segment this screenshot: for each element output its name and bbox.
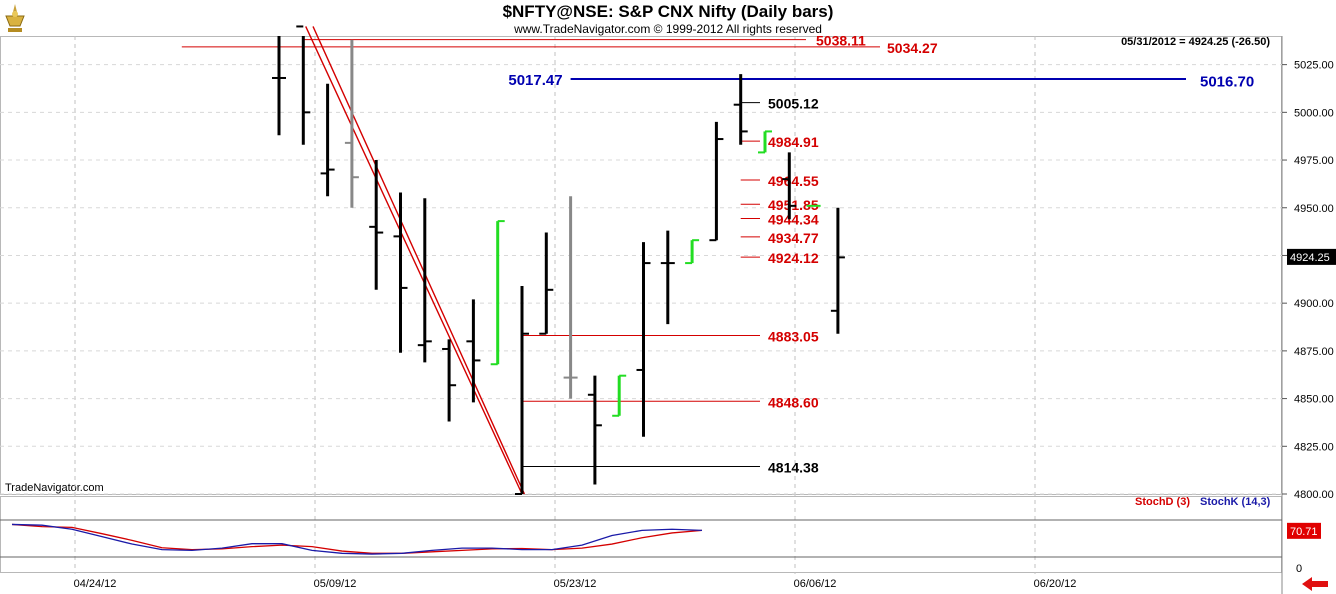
level-label: 4944.34	[768, 212, 819, 228]
price-tick-label: 4825.00	[1294, 441, 1334, 453]
price-readout: 05/31/2012 = 4924.25 (-26.50)	[1121, 36, 1270, 48]
date-tick-label: 05/23/12	[554, 578, 597, 590]
price-tick-label: 4950.00	[1294, 203, 1334, 215]
level-label: 4814.38	[768, 460, 819, 476]
oscillator-pane-frame	[0, 496, 1282, 573]
level-label: 5005.12	[768, 96, 819, 112]
price-tick-label: 5025.00	[1294, 60, 1334, 72]
date-tick-label: 06/20/12	[1034, 578, 1077, 590]
osc-current-label: 70.71	[1290, 526, 1318, 538]
chart-title: $NFTY@NSE: S&P CNX Nifty (Daily bars)	[502, 2, 834, 21]
level-label: 4934.77	[768, 230, 819, 246]
level-label: 5034.27	[887, 40, 938, 56]
stochd-line	[11, 523, 703, 554]
price-tick-label: 4850.00	[1294, 394, 1334, 406]
stochd-legend: StochD (3)	[1135, 496, 1190, 508]
level-label: 4848.60	[768, 394, 819, 410]
date-tick-label: 05/09/12	[314, 578, 357, 590]
red-left-arrow-icon[interactable]	[1300, 575, 1330, 593]
price-tick-label: 5000.00	[1294, 107, 1334, 119]
level-label-axis: 5016.70	[1200, 73, 1254, 90]
trade-navigator-logo-icon[interactable]	[2, 2, 28, 34]
trendline	[312, 26, 526, 495]
last-price-label: 4924.25	[1290, 252, 1330, 264]
watermark-text: TradeNavigator.com	[5, 482, 104, 494]
level-label: 5017.47	[508, 72, 562, 89]
price-tick-label: 4875.00	[1294, 346, 1334, 358]
osc-current-box	[1287, 522, 1321, 539]
price-tick-label: 4975.00	[1294, 155, 1334, 167]
level-label: 4883.05	[768, 329, 819, 345]
stochk-legend: StochK (14,3)	[1200, 496, 1271, 508]
price-tick-label: 4800.00	[1294, 489, 1334, 501]
level-label: 4984.91	[768, 134, 819, 150]
price-pane-frame	[0, 36, 1282, 495]
price-tick-label: 4900.00	[1294, 298, 1334, 310]
level-label: 5038.11	[816, 33, 866, 49]
level-label: 4964.55	[768, 173, 819, 189]
osc-zero-label: 0	[1296, 563, 1302, 575]
date-tick-label: 04/24/12	[74, 578, 117, 590]
last-price-box	[1287, 248, 1336, 265]
stochk-line	[11, 523, 703, 555]
level-label: 4924.12	[768, 250, 819, 266]
date-tick-label: 06/06/12	[794, 578, 837, 590]
copyright-text: www.TradeNavigator.com © 1999-2012 All r…	[514, 22, 822, 36]
trendline	[305, 26, 523, 495]
